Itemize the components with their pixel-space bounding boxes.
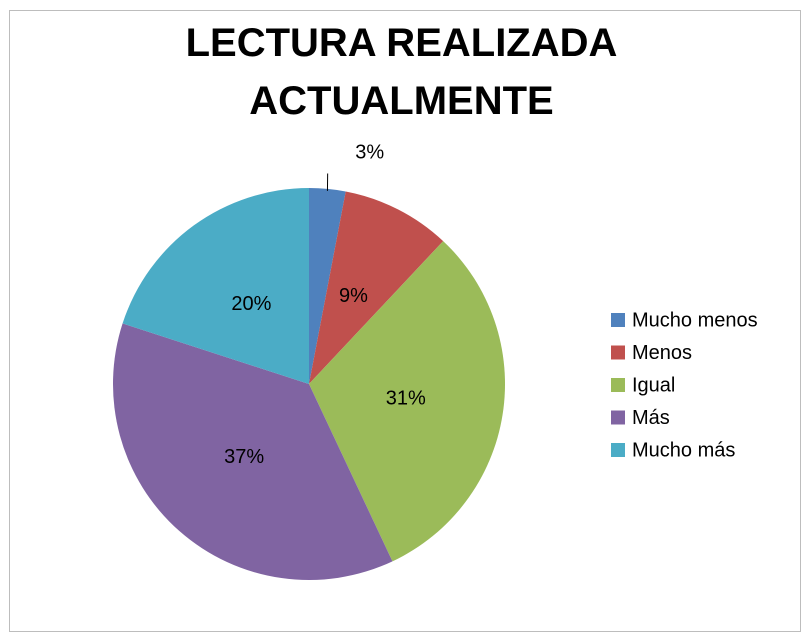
- legend-label: Más: [632, 407, 670, 429]
- pie-slice: [113, 323, 393, 580]
- data-label: 20%: [231, 293, 271, 315]
- legend-label: Menos: [632, 342, 692, 364]
- legend-swatch: [611, 313, 625, 327]
- pie-slice: [309, 241, 505, 562]
- chart-title: LECTURA REALIZADA ACTUALMENTE: [185, 21, 618, 123]
- chart-title-box: LECTURA REALIZADA ACTUALMENTE: [0, 14, 803, 130]
- legend-label: Mucho menos: [632, 309, 758, 331]
- legend-swatch: [611, 410, 625, 425]
- legend-label: Igual: [632, 374, 675, 396]
- legend-label: Mucho más: [632, 439, 735, 461]
- data-label: 3%: [355, 142, 384, 164]
- legend-swatch: [611, 443, 625, 457]
- pie-slice: [122, 188, 309, 384]
- legend-swatch: [611, 378, 625, 392]
- legend-swatch: [611, 345, 625, 360]
- pie-slice: [309, 188, 346, 384]
- data-label: 31%: [386, 388, 426, 410]
- data-label: 37%: [224, 446, 264, 468]
- data-label: 9%: [339, 285, 368, 307]
- chart-frame: [9, 10, 801, 632]
- pie-slice: [309, 191, 444, 384]
